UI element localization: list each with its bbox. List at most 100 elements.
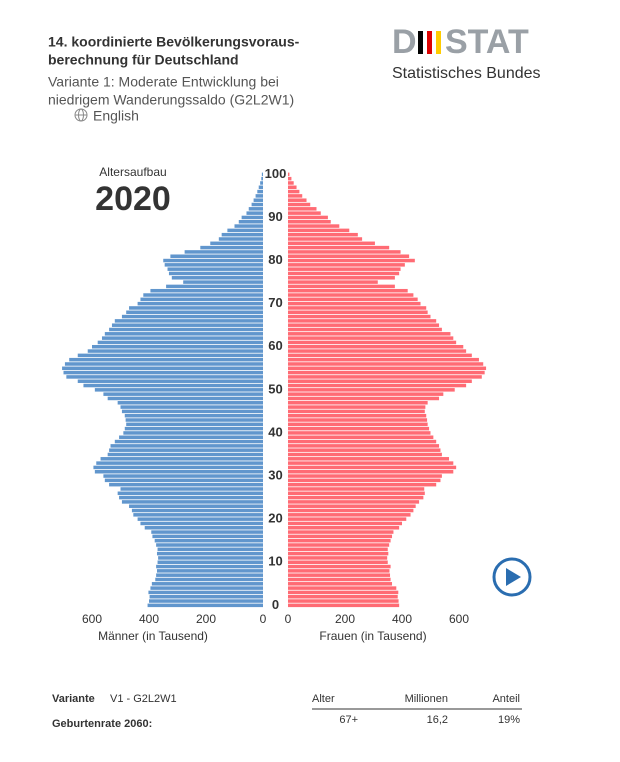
bar [257,189,263,194]
bar [66,375,263,379]
bar [155,577,263,582]
age-label: 60 [268,338,282,353]
bar [148,590,263,595]
table-cell: 16,2 [427,714,448,726]
table-header: Alter [312,693,335,705]
bar [101,336,263,340]
bar [288,577,391,582]
bar [288,478,441,483]
x-tick-label: 600 [82,612,102,626]
bar [288,405,426,409]
bar [156,543,263,547]
bar [149,594,263,599]
bar [288,297,418,302]
bar [156,564,263,569]
bar [288,340,457,345]
age-label: 0 [272,597,279,612]
bar [117,401,264,405]
bar [183,280,263,284]
bar [144,526,263,530]
bar [103,474,264,478]
bar [288,573,391,577]
language-link[interactable]: English [74,108,139,124]
bar [288,241,375,246]
bar [125,418,263,422]
bar [288,310,428,315]
bar [288,293,414,297]
bar [218,237,263,241]
bar [103,392,264,396]
bar [288,599,399,603]
bar [288,569,390,573]
x-tick-label: 0 [285,612,292,626]
bar [64,362,263,366]
year: 2020 [95,180,171,218]
bar [121,500,263,504]
bar [234,224,263,228]
age-label: 90 [268,209,282,224]
bar [221,232,263,237]
bar [288,504,416,508]
bar [288,207,317,211]
bar [140,297,263,302]
bar [109,482,263,487]
bar [120,487,263,491]
bar [288,336,454,340]
bar [288,543,390,547]
bar [288,237,363,241]
subtitle: niedrigem Wanderungssaldo (G2L2W1) [48,92,294,108]
bar [137,301,263,306]
logo-text: D [392,23,417,61]
bar [288,375,482,379]
age-label: 30 [268,467,282,482]
bar [93,465,263,470]
bar [107,452,263,457]
bar [288,332,451,336]
subtitle: Variante 1: Moderate Entwicklung bei [48,74,279,90]
language-text[interactable]: English [93,108,139,124]
bar [288,590,399,595]
bar [288,401,428,405]
bar [288,176,292,181]
bar [124,413,264,418]
bar [288,392,444,396]
bar [288,530,394,534]
bar [77,353,263,358]
bar [251,202,263,207]
age-label: 50 [268,381,282,396]
bar [288,172,290,177]
bar [255,194,263,198]
bar [288,224,340,228]
x-tick-label: 400 [392,612,412,626]
bar [288,396,440,401]
bar [288,211,321,215]
bar [288,603,400,608]
bar [288,198,307,202]
age-label: 100 [265,166,287,181]
bar [288,194,303,198]
bar [126,422,263,427]
bar [62,366,264,371]
bar [258,185,263,190]
axis-title: Frauen (in Tausend) [319,629,426,643]
bar [288,258,415,263]
bar [288,457,450,461]
bar [119,435,263,440]
table-header: Millionen [405,693,448,705]
variant-label: Variante [52,693,95,705]
bar [157,560,263,564]
bar [288,362,484,366]
play-button[interactable] [492,557,532,597]
bar [143,293,263,297]
bar [227,228,263,233]
bar [147,603,263,608]
bar [288,526,400,530]
bar [288,422,428,427]
bar [288,551,389,556]
bar [288,491,425,496]
bar [288,521,402,526]
bar [288,263,405,267]
bar [288,379,472,383]
bar [288,439,437,444]
bar [288,220,331,224]
